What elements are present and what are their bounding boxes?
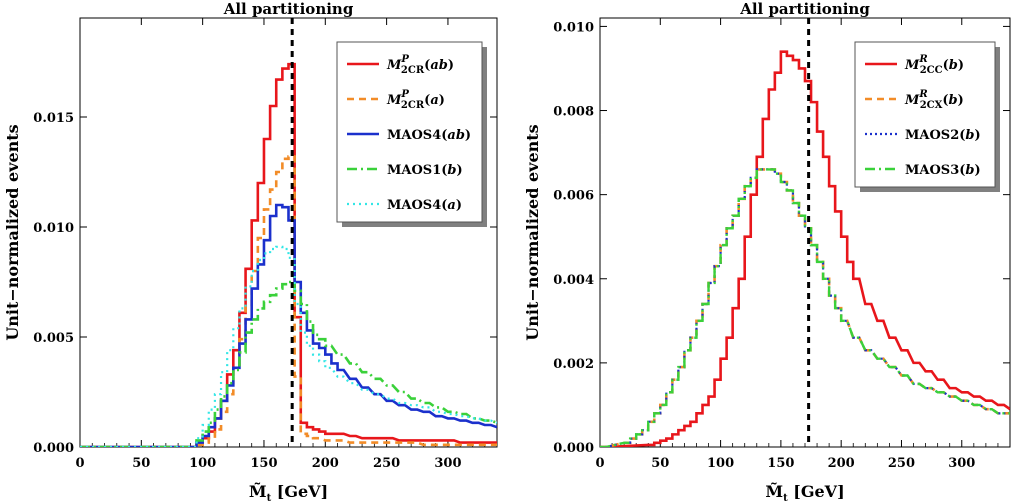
chart-title: All partitioning [223,0,354,18]
series-line-5 [80,245,497,447]
series-line-2 [600,168,1010,447]
series-line-4 [80,280,497,447]
x-tick-label: 300 [948,456,975,471]
y-tick-label: 0.008 [553,105,594,120]
legend-label-2: MP 2CR(a) [386,89,445,111]
legend-label-3: MAOS4(ab) [387,128,471,143]
legend-label-1: MP 2CR(ab) [386,54,454,76]
y-tick-label: 0.000 [553,441,594,456]
legend-label-4: MAOS1(b) [387,163,463,178]
chart-panel-1: 0 50 100 150 200 250 300 0.000 0.005 0.010 0.015 Al… [3,0,498,501]
chart-title: All partitioning [739,0,870,18]
y-tick-label: 0.005 [33,331,74,346]
x-tick-label: 250 [888,456,915,471]
legend-label-2: MR 2CX(b) [904,89,964,111]
x-tick-label: 200 [828,456,855,471]
x-tick-label: 0 [75,456,84,471]
y-axis-label: Unit−normalized events [3,124,22,340]
x-tick-label: 200 [312,456,339,471]
x-tick-label: 150 [767,456,794,471]
x-axis-label: M̃t [GeV] [249,482,328,501]
y-tick-label: 0.004 [553,273,594,288]
y-tick-label: 0.000 [33,441,74,456]
x-tick-label: 250 [373,456,400,471]
x-tick-label: 0 [595,456,604,471]
series-line-3 [80,203,497,447]
legend-box [336,41,483,223]
legend-label-1: MR 2CC(b) [904,54,964,76]
x-tick-label: 100 [707,456,734,471]
x-tick-label: 50 [651,456,669,471]
x-tick-label: 100 [189,456,216,471]
y-tick-label: 0.010 [553,20,594,35]
series-line-4 [600,168,1010,447]
y-tick-label: 0.006 [553,189,594,204]
legend-label-3: MAOS2(b) [905,128,981,143]
series-line-1 [600,50,1010,447]
y-axis-label: Unit−normalized events [523,124,542,340]
chart-panel-2: 0 50 100 150 200 250 300 0.000 0.002 0.004 0.006 0.… [523,0,1011,501]
legend-label-5: MAOS4(a) [387,198,462,213]
x-tick-label: 150 [250,456,277,471]
x-tick-label: 300 [434,456,461,471]
legend-label-4: MAOS3(b) [905,163,981,178]
y-tick-label: 0.002 [553,357,594,372]
x-tick-label: 50 [132,456,150,471]
legend-box [854,41,996,188]
series-line-2 [80,155,497,447]
y-tick-label: 0.010 [33,221,74,236]
y-tick-label: 0.015 [33,111,74,126]
x-axis-label: M̃t [GeV] [765,482,844,501]
